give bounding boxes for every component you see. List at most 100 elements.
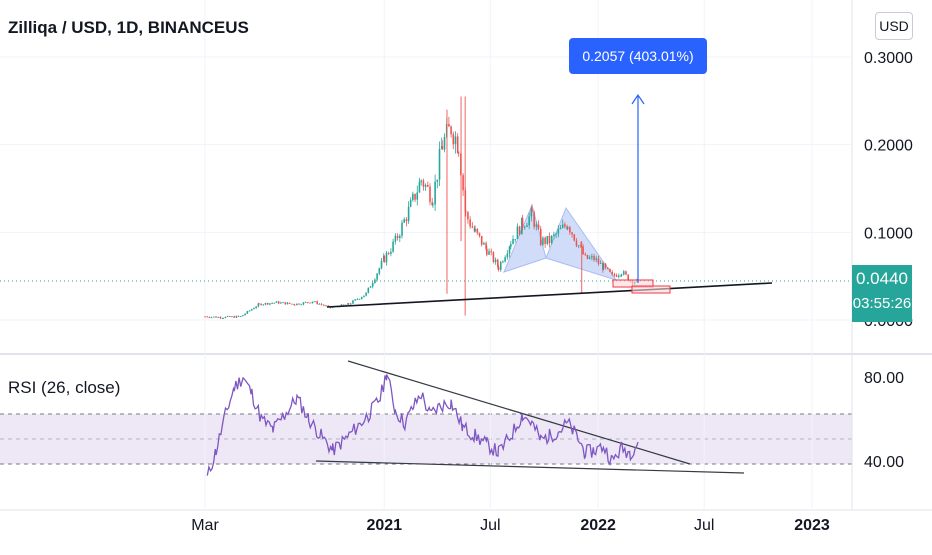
pattern-triangle-left[interactable] <box>503 203 547 273</box>
candle-body <box>625 271 627 275</box>
time-tick-labels: Mar 2021 Jul 2022 Jul 2023 <box>191 517 830 534</box>
candle-body <box>409 200 412 207</box>
candle-body <box>309 302 311 304</box>
rsi-tick-label: 40.00 <box>864 454 904 471</box>
rsi-support-trendline[interactable] <box>315 460 745 474</box>
price-tick-label: 0.1000 <box>864 225 913 242</box>
candle-body <box>557 229 560 234</box>
candle-body <box>349 303 352 305</box>
candle-body <box>611 271 614 274</box>
candle-body <box>293 304 296 306</box>
candle-body <box>464 211 467 213</box>
candle-body <box>582 246 584 255</box>
candle-body <box>363 295 365 298</box>
candle-body <box>467 212 469 220</box>
chart-title: Zilliqa / USD, 1D, BINANCEUS <box>8 18 249 37</box>
candle-body <box>367 287 370 293</box>
candle-body <box>266 303 269 305</box>
candle-body <box>250 309 253 311</box>
candle-body <box>291 303 293 305</box>
candle-body <box>448 123 450 127</box>
candle-body <box>613 273 616 276</box>
rsi-resistance-trendline[interactable] <box>347 360 691 465</box>
candles <box>204 96 638 319</box>
rsi-tick-labels: 80.00 40.00 <box>864 370 904 471</box>
candle-body <box>478 232 481 236</box>
candle-body <box>387 253 390 254</box>
candle-body <box>224 316 227 319</box>
candle-body <box>521 217 524 228</box>
candle-body <box>347 303 350 305</box>
candle-body <box>476 228 479 233</box>
candle-body <box>262 304 265 306</box>
candle-body <box>318 303 321 305</box>
candle-body <box>371 283 374 287</box>
candle-body <box>286 302 289 305</box>
candle-body <box>595 258 598 260</box>
candle-body <box>405 219 408 222</box>
candle-body <box>566 227 569 229</box>
target-box-lower[interactable] <box>631 285 671 294</box>
candle-body <box>226 316 229 317</box>
candle-body <box>316 301 319 305</box>
candle-body <box>246 311 249 314</box>
candle-body <box>490 251 493 253</box>
candle-body <box>275 301 278 303</box>
candle-body <box>550 235 553 244</box>
candle-body <box>239 316 242 317</box>
candle-body <box>553 234 555 236</box>
candle-body <box>457 152 460 154</box>
candle-body <box>233 316 235 318</box>
candle-body <box>235 315 238 318</box>
time-grid <box>204 0 813 510</box>
time-tick-label: 2022 <box>580 517 616 534</box>
candle-body <box>237 315 240 317</box>
candle-body <box>273 302 276 304</box>
harmonic-pattern[interactable] <box>503 203 618 281</box>
candle-body <box>396 235 399 239</box>
candle-body <box>620 275 622 277</box>
candle-body <box>483 243 485 245</box>
last-price-value: 0.0440 <box>856 269 908 288</box>
candle-body <box>523 226 526 228</box>
candle-body <box>569 227 571 233</box>
candle-body <box>327 305 330 307</box>
candle-body <box>219 317 222 319</box>
candle-body <box>627 274 629 281</box>
candle-body <box>533 212 535 227</box>
price-grid <box>0 56 852 321</box>
candle-body <box>573 234 576 241</box>
candle-body <box>383 255 386 263</box>
candle-body <box>471 226 474 228</box>
candle-body <box>401 222 403 236</box>
support-trendline[interactable] <box>326 282 773 308</box>
candle-body <box>580 245 582 247</box>
candle-body <box>434 181 436 205</box>
candle-body <box>231 316 233 318</box>
candle-body <box>426 184 429 187</box>
candle-body <box>342 304 345 306</box>
candle-body <box>584 254 587 256</box>
candle-body <box>380 260 383 269</box>
candle-body <box>331 307 334 308</box>
candle-body <box>228 316 231 317</box>
rsi-line <box>206 374 639 476</box>
candle-body <box>298 303 300 305</box>
measure-label[interactable]: 0.2057 (403.01%) 2057 <box>569 38 707 100</box>
candle-body <box>497 259 499 267</box>
currency-button[interactable]: USD <box>875 12 913 40</box>
candle-body <box>280 302 282 304</box>
time-tick-label: Mar <box>191 517 219 534</box>
candle-body <box>376 273 378 280</box>
candle-body <box>469 219 471 227</box>
candle-body <box>609 268 611 272</box>
candle-body <box>441 146 444 150</box>
candle-body <box>302 302 305 305</box>
candle-body <box>438 148 441 180</box>
measure-arrow-head[interactable] <box>631 93 645 105</box>
candle-body <box>591 256 593 258</box>
candle-body <box>443 136 446 150</box>
candle-body <box>586 255 589 259</box>
